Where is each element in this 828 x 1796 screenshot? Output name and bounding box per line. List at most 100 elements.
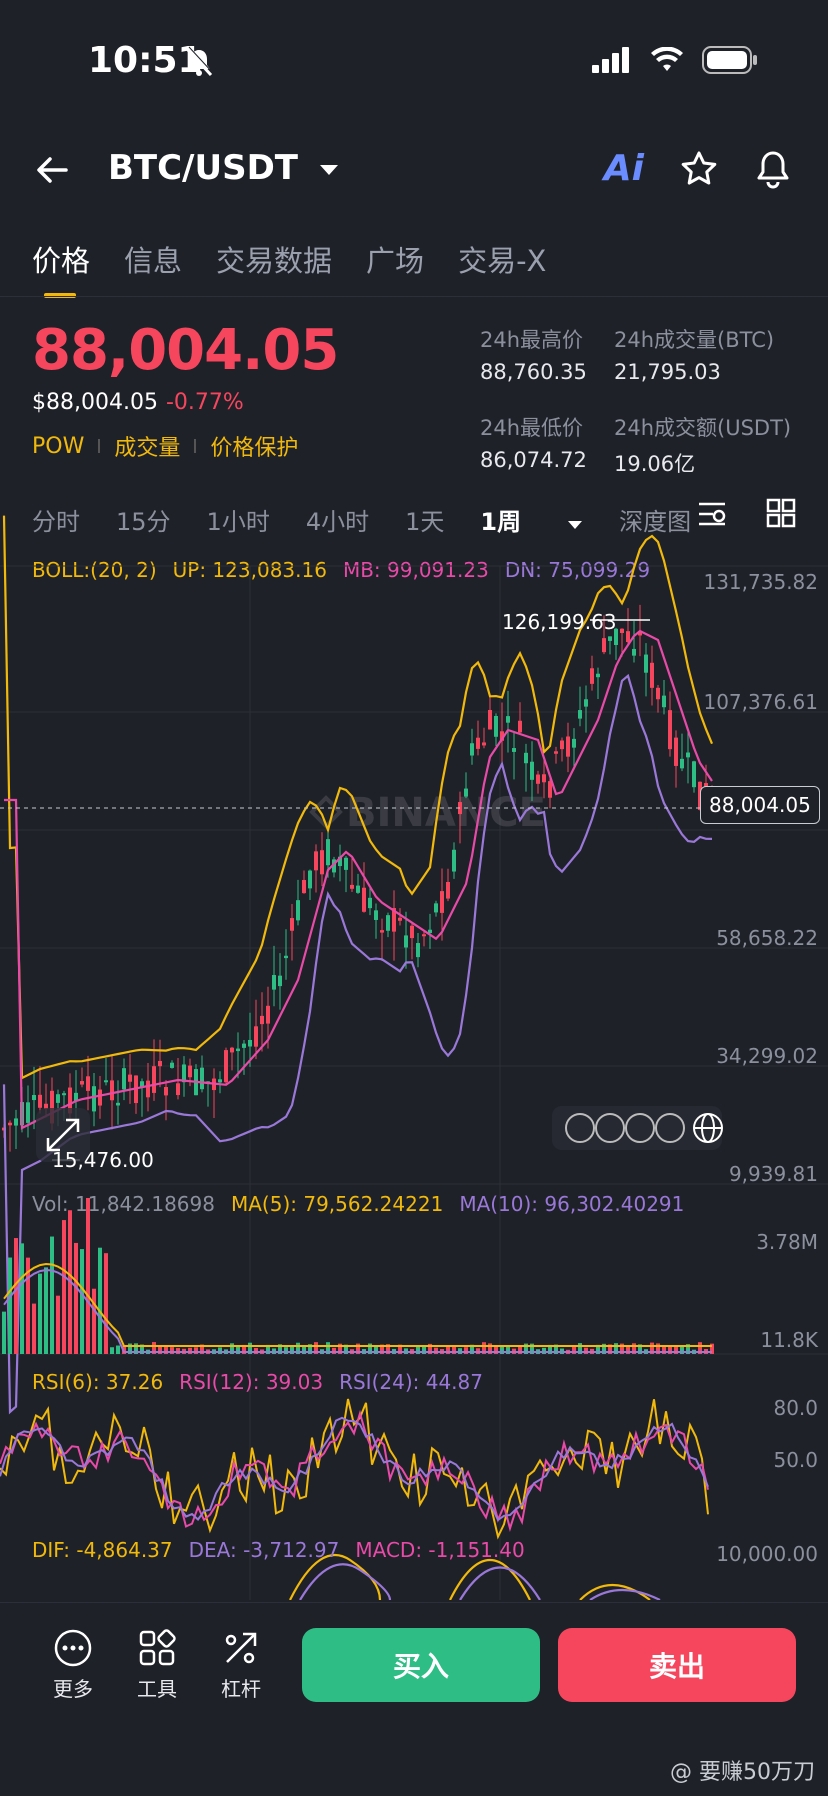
candle-body xyxy=(188,1065,192,1078)
candle-body xyxy=(356,885,360,893)
candle-body xyxy=(314,851,318,871)
overlay-globe-icons[interactable] xyxy=(552,1106,723,1150)
candle-body xyxy=(308,870,312,889)
candle-body xyxy=(554,751,558,754)
battery-icon xyxy=(702,46,757,74)
interval-1d[interactable]: 1天 xyxy=(405,508,445,536)
volume-bar xyxy=(482,1342,486,1354)
sell-button[interactable]: 卖出 xyxy=(558,1628,796,1702)
tools-button[interactable]: 工具 xyxy=(122,1628,192,1702)
macd-value: MACD: -1,151.40 xyxy=(355,1538,525,1562)
volume-bar xyxy=(524,1343,528,1354)
tools-icon xyxy=(139,1629,176,1666)
interval-1w[interactable]: 1周 xyxy=(480,502,583,537)
interval-15m[interactable]: 15分 xyxy=(116,508,171,536)
volume-bar xyxy=(620,1343,624,1354)
last-price-tag[interactable]: 88,004.05 xyxy=(700,786,820,824)
volume-bar xyxy=(134,1343,138,1354)
volume-ma-line xyxy=(3,1262,712,1347)
interval-depth[interactable]: 深度图 xyxy=(619,508,692,536)
more-button[interactable]: 更多 xyxy=(38,1628,108,1702)
interval-timeline[interactable]: 分时 xyxy=(32,508,80,536)
volume-bar xyxy=(428,1343,432,1354)
volume-bar xyxy=(572,1345,576,1354)
stat-volume-btc: 24h成交量(BTC) 21,795.03 xyxy=(614,328,775,384)
candle-body xyxy=(656,687,660,700)
volume-bar xyxy=(302,1346,306,1354)
candle-body xyxy=(398,917,402,921)
candle-body xyxy=(446,881,450,899)
volume-bar xyxy=(584,1347,588,1354)
candle-body xyxy=(200,1067,204,1090)
candle-body xyxy=(68,1087,72,1114)
interval-4h[interactable]: 4小时 xyxy=(305,508,370,536)
candles xyxy=(2,604,714,1152)
candle-body xyxy=(272,975,276,990)
volume-bar xyxy=(554,1344,558,1354)
price-axis-label: 58,658.22 xyxy=(716,926,818,950)
interval-1h[interactable]: 1小时 xyxy=(206,508,270,536)
volume-bar xyxy=(506,1346,510,1354)
tab-trading-data[interactable]: 交易数据 xyxy=(216,244,333,278)
candle-body xyxy=(638,632,642,636)
tag-price-protection[interactable]: 价格保护 xyxy=(210,436,299,461)
candle-body xyxy=(368,897,372,909)
leverage-button[interactable]: 杠杆 xyxy=(206,1628,276,1702)
layout-grid-icon[interactable] xyxy=(766,498,796,528)
rsi-legend: RSI(6): 37.26 RSI(12): 39.03 RSI(24): 44… xyxy=(32,1370,483,1394)
volume-bar xyxy=(638,1344,642,1354)
bell-icon[interactable] xyxy=(754,149,792,189)
candle-body xyxy=(350,884,354,889)
volume-bar xyxy=(530,1343,534,1354)
tag-pow[interactable]: POW xyxy=(32,433,85,459)
candle-body xyxy=(44,1103,48,1110)
candle-body xyxy=(260,1015,264,1025)
volume-bar xyxy=(74,1242,78,1354)
volume-bar xyxy=(608,1344,612,1354)
volume-axis-top: 3.78M xyxy=(756,1230,818,1254)
candle-body xyxy=(506,716,510,723)
tab-info[interactable]: 信息 xyxy=(124,244,183,278)
rsi6-value: RSI(6): 37.26 xyxy=(32,1370,164,1394)
boll-dn-line xyxy=(2,673,713,1415)
volume-bar xyxy=(194,1347,198,1354)
price-usd: $88,004.05 xyxy=(32,390,158,415)
volume-bar xyxy=(20,1243,24,1354)
volume-bar xyxy=(2,1311,6,1354)
price-change: -0.77% xyxy=(165,390,244,415)
candle-body xyxy=(560,740,564,750)
volume-value: Vol: 11,842.18698 xyxy=(32,1192,215,1216)
candle-body xyxy=(482,742,486,746)
volume-bar xyxy=(338,1343,342,1354)
top-tabs: 价格 信息 交易数据 广场 交易-X xyxy=(32,238,547,298)
candle-body xyxy=(296,900,300,921)
tab-trade-x[interactable]: 交易-X xyxy=(458,244,547,278)
volume-ma10: MA(10): 96,302.40291 xyxy=(459,1192,685,1216)
tag-volume[interactable]: 成交量 xyxy=(114,436,181,461)
tab-price[interactable]: 价格 xyxy=(32,238,90,298)
candle-body xyxy=(404,935,408,948)
indicator-settings-icon[interactable] xyxy=(696,498,728,530)
volume-bar xyxy=(242,1344,246,1354)
rsi12-value: RSI(12): 39.03 xyxy=(179,1370,324,1394)
chart-tools xyxy=(696,498,796,530)
candle-body xyxy=(146,1080,150,1098)
star-icon[interactable] xyxy=(680,150,718,188)
back-button[interactable] xyxy=(32,150,72,194)
candle-body xyxy=(128,1074,132,1082)
boll-mb: MB: 99,091.23 xyxy=(342,558,489,582)
volume-bar xyxy=(80,1249,84,1354)
volume-bar xyxy=(488,1343,492,1354)
candle-body xyxy=(80,1081,84,1085)
volume-bar xyxy=(500,1345,504,1354)
volume-bar xyxy=(296,1342,300,1354)
pair-selector[interactable]: BTC/USDT xyxy=(108,148,340,188)
expand-chart-button[interactable] xyxy=(36,1108,90,1162)
ai-button[interactable]: Ai xyxy=(603,148,644,189)
candle-body xyxy=(362,887,366,912)
volume-bar xyxy=(596,1344,600,1354)
buy-button[interactable]: 买入 xyxy=(302,1628,540,1702)
stats-grid: 24h最高价 88,760.35 24h成交量(BTC) 21,795.03 24h… xyxy=(480,324,814,478)
tab-square[interactable]: 广场 xyxy=(366,244,425,278)
kline-chart[interactable]: BINANCE xyxy=(0,0,828,1600)
